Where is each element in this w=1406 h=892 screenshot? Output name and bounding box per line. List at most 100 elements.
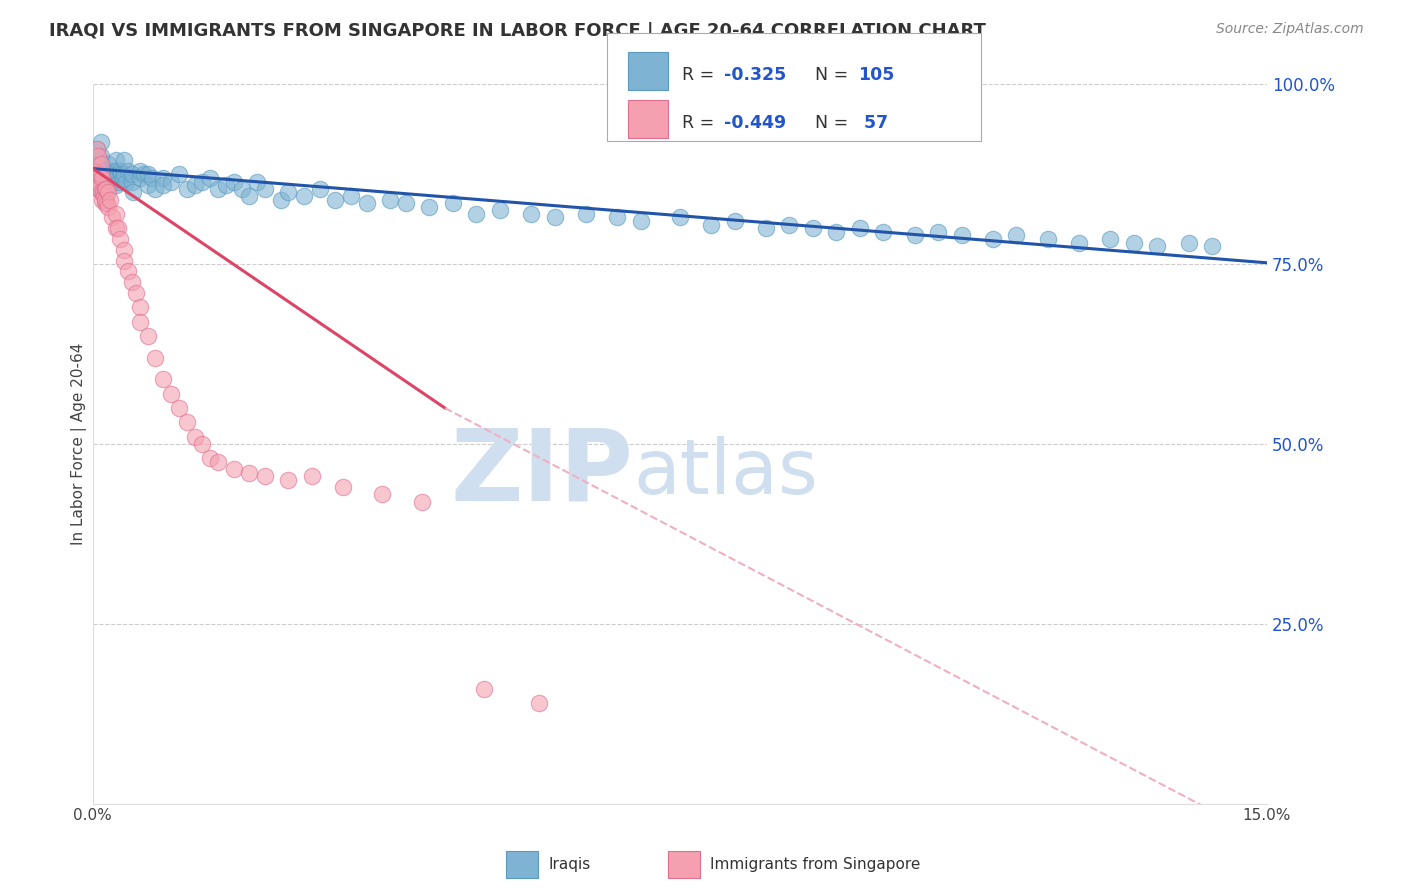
Point xyxy=(411,494,433,508)
Point xyxy=(108,163,131,178)
Point xyxy=(101,175,124,189)
Point xyxy=(128,301,150,315)
Point xyxy=(89,178,111,193)
Point xyxy=(97,156,120,170)
Point xyxy=(231,182,253,196)
Point xyxy=(465,207,488,221)
Point xyxy=(128,315,150,329)
Point xyxy=(1201,239,1223,253)
Point xyxy=(122,186,145,200)
Point xyxy=(104,167,127,181)
Point xyxy=(105,170,128,185)
Point xyxy=(125,285,148,300)
Point xyxy=(94,170,117,185)
Point xyxy=(927,225,949,239)
Point xyxy=(160,175,183,189)
Point xyxy=(93,178,115,193)
Point xyxy=(96,196,118,211)
Text: -0.325: -0.325 xyxy=(724,66,786,84)
Point xyxy=(97,200,120,214)
Point xyxy=(340,189,363,203)
Point xyxy=(87,149,110,163)
Text: Iraqis: Iraqis xyxy=(548,857,591,871)
Point xyxy=(825,225,848,239)
Point xyxy=(755,221,778,235)
Point xyxy=(356,196,378,211)
Point xyxy=(700,218,723,232)
Text: ZIP: ZIP xyxy=(450,425,633,521)
Point xyxy=(308,182,330,196)
Point xyxy=(132,167,155,181)
Point xyxy=(87,167,110,181)
Point xyxy=(270,193,292,207)
Point xyxy=(1122,235,1144,250)
Point xyxy=(117,264,139,278)
Point xyxy=(167,167,190,181)
Point xyxy=(527,696,550,710)
Point xyxy=(112,167,135,181)
Point xyxy=(121,167,143,181)
Point xyxy=(441,196,464,211)
Point xyxy=(872,225,894,239)
Point xyxy=(90,149,112,163)
Point xyxy=(238,466,260,480)
Point xyxy=(215,178,238,193)
Point xyxy=(152,170,174,185)
Point xyxy=(94,163,117,178)
Point xyxy=(101,211,124,225)
Point xyxy=(93,167,115,181)
Point xyxy=(91,170,114,185)
Point xyxy=(141,170,163,185)
Point xyxy=(91,182,114,196)
Point xyxy=(332,480,354,494)
Point xyxy=(167,401,190,415)
Point xyxy=(94,182,117,196)
Point xyxy=(395,196,418,211)
Point xyxy=(128,163,150,178)
Point xyxy=(1036,232,1059,246)
Point xyxy=(183,430,205,444)
Point xyxy=(724,214,747,228)
Point xyxy=(98,193,121,207)
Point xyxy=(200,451,222,466)
Point xyxy=(630,214,652,228)
Point xyxy=(87,182,110,196)
Point xyxy=(91,186,114,200)
Point xyxy=(778,218,800,232)
Text: atlas: atlas xyxy=(633,436,818,510)
Point xyxy=(94,193,117,207)
Point xyxy=(152,372,174,386)
Point xyxy=(488,203,510,218)
Point xyxy=(87,167,110,181)
Point xyxy=(91,170,114,185)
Point xyxy=(111,170,134,185)
Point xyxy=(93,182,115,196)
Point xyxy=(89,153,111,167)
Point xyxy=(418,200,440,214)
Point xyxy=(112,153,135,167)
Point xyxy=(86,175,108,189)
Point xyxy=(1146,239,1168,253)
Point xyxy=(253,182,276,196)
Point xyxy=(222,462,245,476)
Point xyxy=(207,182,229,196)
Point xyxy=(91,167,114,181)
Point xyxy=(97,167,120,181)
Point xyxy=(90,186,112,200)
Point xyxy=(849,221,872,235)
Point xyxy=(100,170,122,185)
Point xyxy=(93,175,115,189)
Point xyxy=(292,189,315,203)
Point xyxy=(105,207,128,221)
Point xyxy=(117,163,139,178)
Point xyxy=(176,416,198,430)
Text: Immigrants from Singapore: Immigrants from Singapore xyxy=(710,857,921,871)
Point xyxy=(801,221,824,235)
Point xyxy=(191,437,214,451)
Point xyxy=(136,167,159,181)
Point xyxy=(575,207,598,221)
Point xyxy=(371,487,394,501)
Point xyxy=(543,211,565,225)
Point xyxy=(222,175,245,189)
Point xyxy=(101,163,124,178)
